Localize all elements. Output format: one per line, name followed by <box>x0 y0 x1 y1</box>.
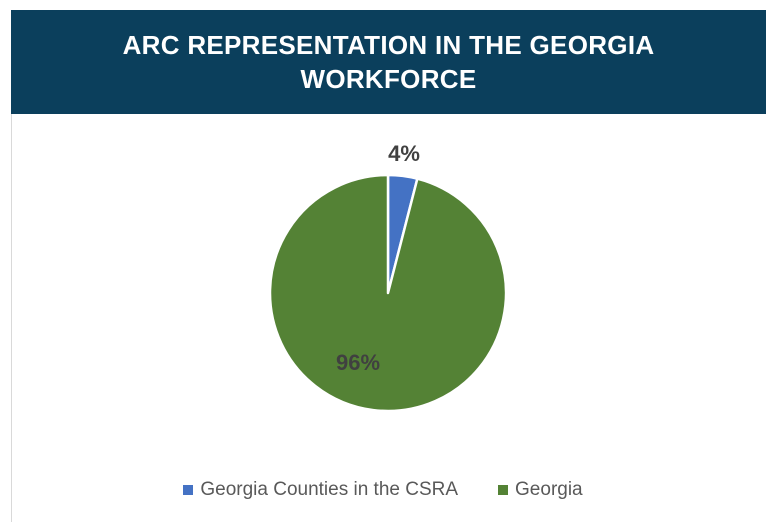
chart-title: ARC REPRESENTATION IN THE GEORGIA WORKFO… <box>122 30 655 94</box>
legend-label-georgia: Georgia <box>515 479 583 500</box>
legend-label-csra: Georgia Counties in the CSRA <box>200 479 459 500</box>
legend-item-georgia: Georgia <box>498 479 583 501</box>
chart-legend: Georgia Counties in the CSRA Georgia <box>0 476 766 504</box>
legend-swatch-georgia <box>498 485 509 495</box>
chart-frame <box>11 10 765 522</box>
title-banner: ARC REPRESENTATION IN THE GEORGIA WORKFO… <box>11 10 766 114</box>
pie-slice-georgia <box>268 173 508 413</box>
data-label-csra: 4% <box>388 141 420 166</box>
legend-item-csra: Georgia Counties in the CSRA <box>183 479 458 501</box>
legend-swatch-csra <box>183 485 194 495</box>
data-label-georgia: 96% <box>336 350 380 375</box>
